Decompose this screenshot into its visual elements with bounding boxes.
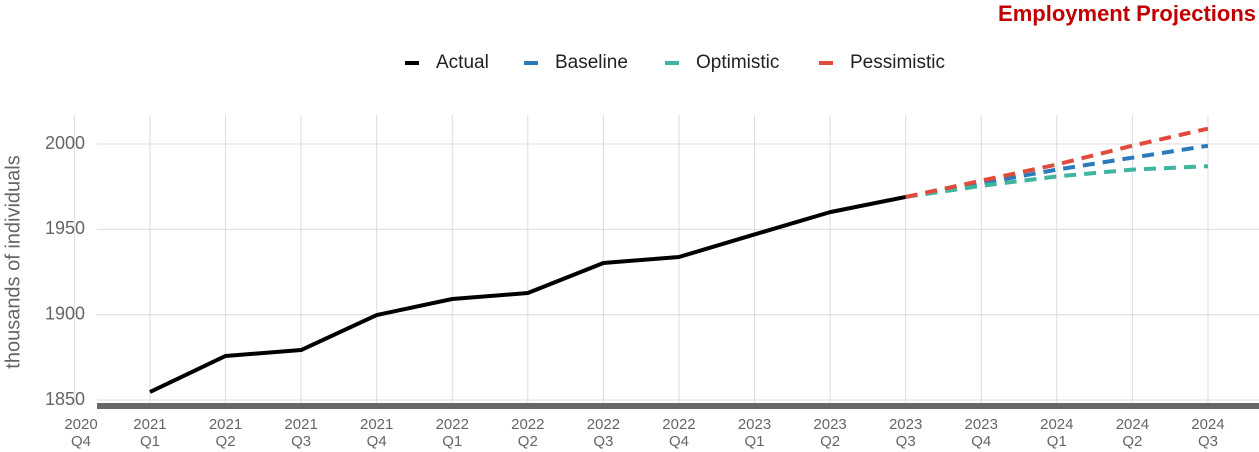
x-tick-label: Q2 bbox=[518, 433, 538, 450]
x-tick-label: Q3 bbox=[896, 433, 916, 450]
x-tick-label: 2022 bbox=[662, 416, 695, 433]
x-tick-label: Q3 bbox=[291, 433, 311, 450]
x-tick-label: 2020 bbox=[64, 416, 97, 433]
legend-label: Baseline bbox=[555, 52, 628, 73]
y-axis-label: thousands of individuals bbox=[2, 155, 24, 368]
y-tick-label: 1950 bbox=[45, 218, 85, 238]
legend-label: Actual bbox=[436, 52, 489, 73]
series-line bbox=[149, 194, 907, 394]
x-tick-label: Q2 bbox=[216, 433, 236, 450]
x-tick-label: Q3 bbox=[1198, 433, 1218, 450]
x-tick-label: 2023 bbox=[813, 416, 846, 433]
chart-title: Employment Projections bbox=[998, 1, 1256, 26]
x-tick-label: Q2 bbox=[820, 433, 840, 450]
x-tick-label: 2021 bbox=[284, 416, 317, 433]
x-tick-label: Q3 bbox=[593, 433, 613, 450]
x-tick-label: Q1 bbox=[140, 433, 160, 450]
x-tick-label: Q4 bbox=[71, 433, 91, 450]
x-tick-label: 2021 bbox=[209, 416, 242, 433]
x-tick-label: 2021 bbox=[133, 416, 166, 433]
legend-label: Pessimistic bbox=[850, 52, 945, 73]
y-tick-label: 1850 bbox=[45, 389, 85, 409]
y-tick-label: 1900 bbox=[45, 303, 85, 323]
x-tick-label: Q1 bbox=[1047, 433, 1067, 450]
x-tick-label: Q4 bbox=[669, 433, 689, 450]
x-tick-label: 2024 bbox=[1191, 416, 1224, 433]
series-line bbox=[905, 126, 1209, 199]
x-tick-label: 2022 bbox=[587, 416, 620, 433]
x-tick-label: Q1 bbox=[745, 433, 765, 450]
x-tick-label: 2024 bbox=[1040, 416, 1073, 433]
x-tick-label: 2021 bbox=[360, 416, 393, 433]
x-tick-label: Q1 bbox=[442, 433, 462, 450]
x-tick-label: Q4 bbox=[367, 433, 387, 450]
series-line bbox=[905, 164, 1209, 199]
x-tick-label: 2023 bbox=[889, 416, 922, 433]
x-tick-label: Q4 bbox=[971, 433, 991, 450]
x-tick-label: 2024 bbox=[1116, 416, 1149, 433]
x-tick-label: 2023 bbox=[738, 416, 771, 433]
x-tick-label: 2023 bbox=[965, 416, 998, 433]
x-tick-label: 2022 bbox=[436, 416, 469, 433]
x-tick-label: Q2 bbox=[1122, 433, 1142, 450]
x-axis-bar bbox=[97, 403, 1259, 409]
x-tick-label: 2022 bbox=[511, 416, 544, 433]
legend-label: Optimistic bbox=[696, 52, 779, 73]
y-tick-label: 2000 bbox=[45, 133, 85, 153]
